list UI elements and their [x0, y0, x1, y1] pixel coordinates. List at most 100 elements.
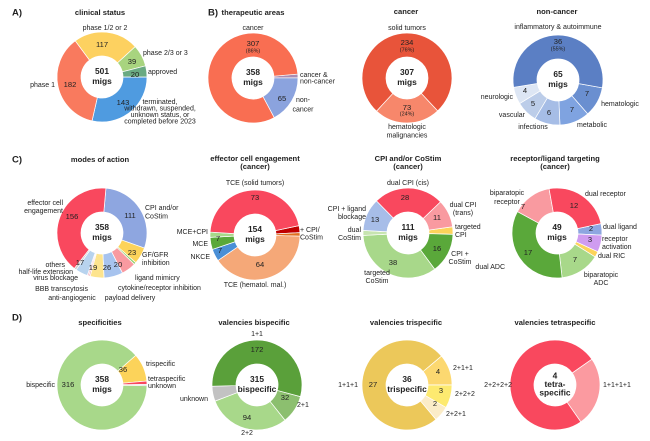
center-label: migs	[547, 232, 567, 242]
slice-value-label: 36	[119, 365, 127, 374]
slice-value-label: 316	[62, 380, 75, 389]
slice-value-label: 3	[439, 386, 443, 395]
slice-label: 1+1+1	[338, 382, 358, 389]
slice-value-label: 2	[433, 399, 437, 408]
donut-chart: valencies trispecific 2+1+1 4 2+2+2 3 2+2+1 2 1…	[338, 318, 475, 431]
donut-chart: clinical status terminated,withdrawn, sus…	[30, 8, 196, 126]
slice-value-label: 38	[389, 258, 397, 267]
slice-value-label: 4	[523, 86, 527, 95]
slice-label: MCE	[192, 241, 208, 248]
slice-label: 1+1	[251, 331, 263, 338]
slice-percent-label: (76%)	[400, 47, 415, 53]
slice-label: half-life extension	[19, 269, 74, 276]
slice-label: TCE (hematol. mal.)	[224, 282, 287, 289]
slice-label: completed before 2023	[124, 119, 196, 126]
slice-label: CPI	[455, 232, 467, 239]
slice-value-label: 7	[216, 234, 220, 243]
slice-label: cytokine/receptor inhibition	[118, 285, 201, 292]
slice-label: dual RIC	[598, 253, 625, 260]
slice-value-label: 5	[531, 99, 535, 108]
slice-value-label: 23	[128, 248, 136, 257]
donut-slice	[91, 76, 148, 123]
slice-label: dual receptor	[585, 191, 627, 198]
slice-label: 2+1+1	[453, 365, 473, 372]
slice-value-label: 117	[96, 40, 108, 49]
slice-value-label: 27	[369, 380, 377, 389]
chart-title: modes of action	[71, 155, 130, 164]
slice-label: cancer	[242, 25, 264, 32]
slice-label: GF/GFR	[142, 252, 168, 259]
slice-label: blockage	[338, 214, 366, 221]
center-label: 315	[250, 374, 264, 384]
chart-title: clinical status	[75, 8, 125, 17]
slice-label: neurologic	[481, 94, 514, 101]
slice-value-label: 28	[401, 193, 409, 202]
center-label: 358	[246, 67, 260, 77]
slice-value-label: 7	[570, 105, 574, 114]
slice-label: dual	[348, 227, 362, 234]
slice-label: CoStim	[449, 259, 472, 266]
slice-value-label: 11	[433, 213, 441, 222]
slice-label: CoStim	[300, 234, 323, 241]
donut-slice	[511, 211, 563, 279]
slice-label: targeted	[364, 270, 390, 277]
slice-value-label: 32	[281, 393, 289, 402]
slice-label: + CPI/	[300, 227, 320, 234]
slice-label: 2+2+2	[455, 391, 475, 398]
center-label: 501	[95, 66, 109, 76]
center-label: 358	[95, 222, 109, 232]
slice-label: tetraspecific	[148, 376, 186, 383]
donut-slice	[361, 339, 442, 431]
center-label: migs	[92, 384, 112, 394]
chart-title: (cancer)	[540, 162, 570, 171]
center-label: trispecific	[387, 384, 427, 394]
slice-value-label: 73	[403, 103, 411, 112]
slice-label: biparatopic	[490, 190, 525, 197]
chart-title: non-cancer	[537, 7, 578, 16]
center-label: 154	[248, 224, 262, 234]
slice-label: payload delivery	[105, 295, 156, 302]
chart-title: (cancer)	[393, 162, 423, 171]
slice-value-label: 65	[278, 94, 286, 103]
donut-slice	[209, 189, 300, 234]
slice-label: unknown	[180, 396, 208, 403]
center-label: 36	[402, 374, 412, 384]
slice-label: bispecific	[26, 382, 55, 389]
slice-value-label: 2	[589, 224, 593, 233]
slice-label: inhibition	[142, 260, 170, 267]
slice-label: others	[46, 262, 66, 269]
slice-value-label: 94	[243, 413, 251, 422]
slice-label: solid tumors	[388, 25, 426, 32]
slice-label: CPI and/or	[145, 205, 179, 212]
center-label: migs	[92, 76, 112, 86]
center-label: migs	[398, 232, 418, 242]
donut-slice	[207, 32, 299, 124]
slice-value-label: 7	[521, 202, 525, 211]
slice-label: ADC	[594, 280, 609, 287]
slice-label: TCE (solid tumors)	[226, 180, 284, 187]
center-label: 111	[401, 222, 414, 232]
slice-value-label: 156	[66, 212, 79, 221]
slice-label: non-cancer	[300, 78, 336, 85]
slice-value-label: 73	[251, 193, 259, 202]
center-label: 65	[553, 69, 563, 79]
slice-value-label: 172	[251, 345, 264, 354]
slice-value-label: 26	[103, 263, 111, 272]
slice-label: dual CPI	[450, 202, 477, 209]
slice-label: CoStim	[338, 235, 361, 242]
donut-slice	[211, 339, 303, 398]
slice-label: CPI + ligand	[328, 206, 366, 213]
slice-value-label: 4	[436, 367, 440, 376]
chart-title: (cancer)	[240, 162, 270, 171]
chart-title: valencies tetraspecific	[514, 318, 595, 327]
slice-value-label: 143	[117, 98, 130, 107]
slice-value-label: 19	[89, 263, 97, 272]
slice-value-label: 13	[371, 215, 379, 224]
slice-percent-label: (86%)	[246, 48, 261, 54]
slice-value-label: 20	[131, 70, 139, 79]
slice-label: engagement	[24, 208, 63, 215]
slice-label: terminated,	[142, 99, 177, 106]
